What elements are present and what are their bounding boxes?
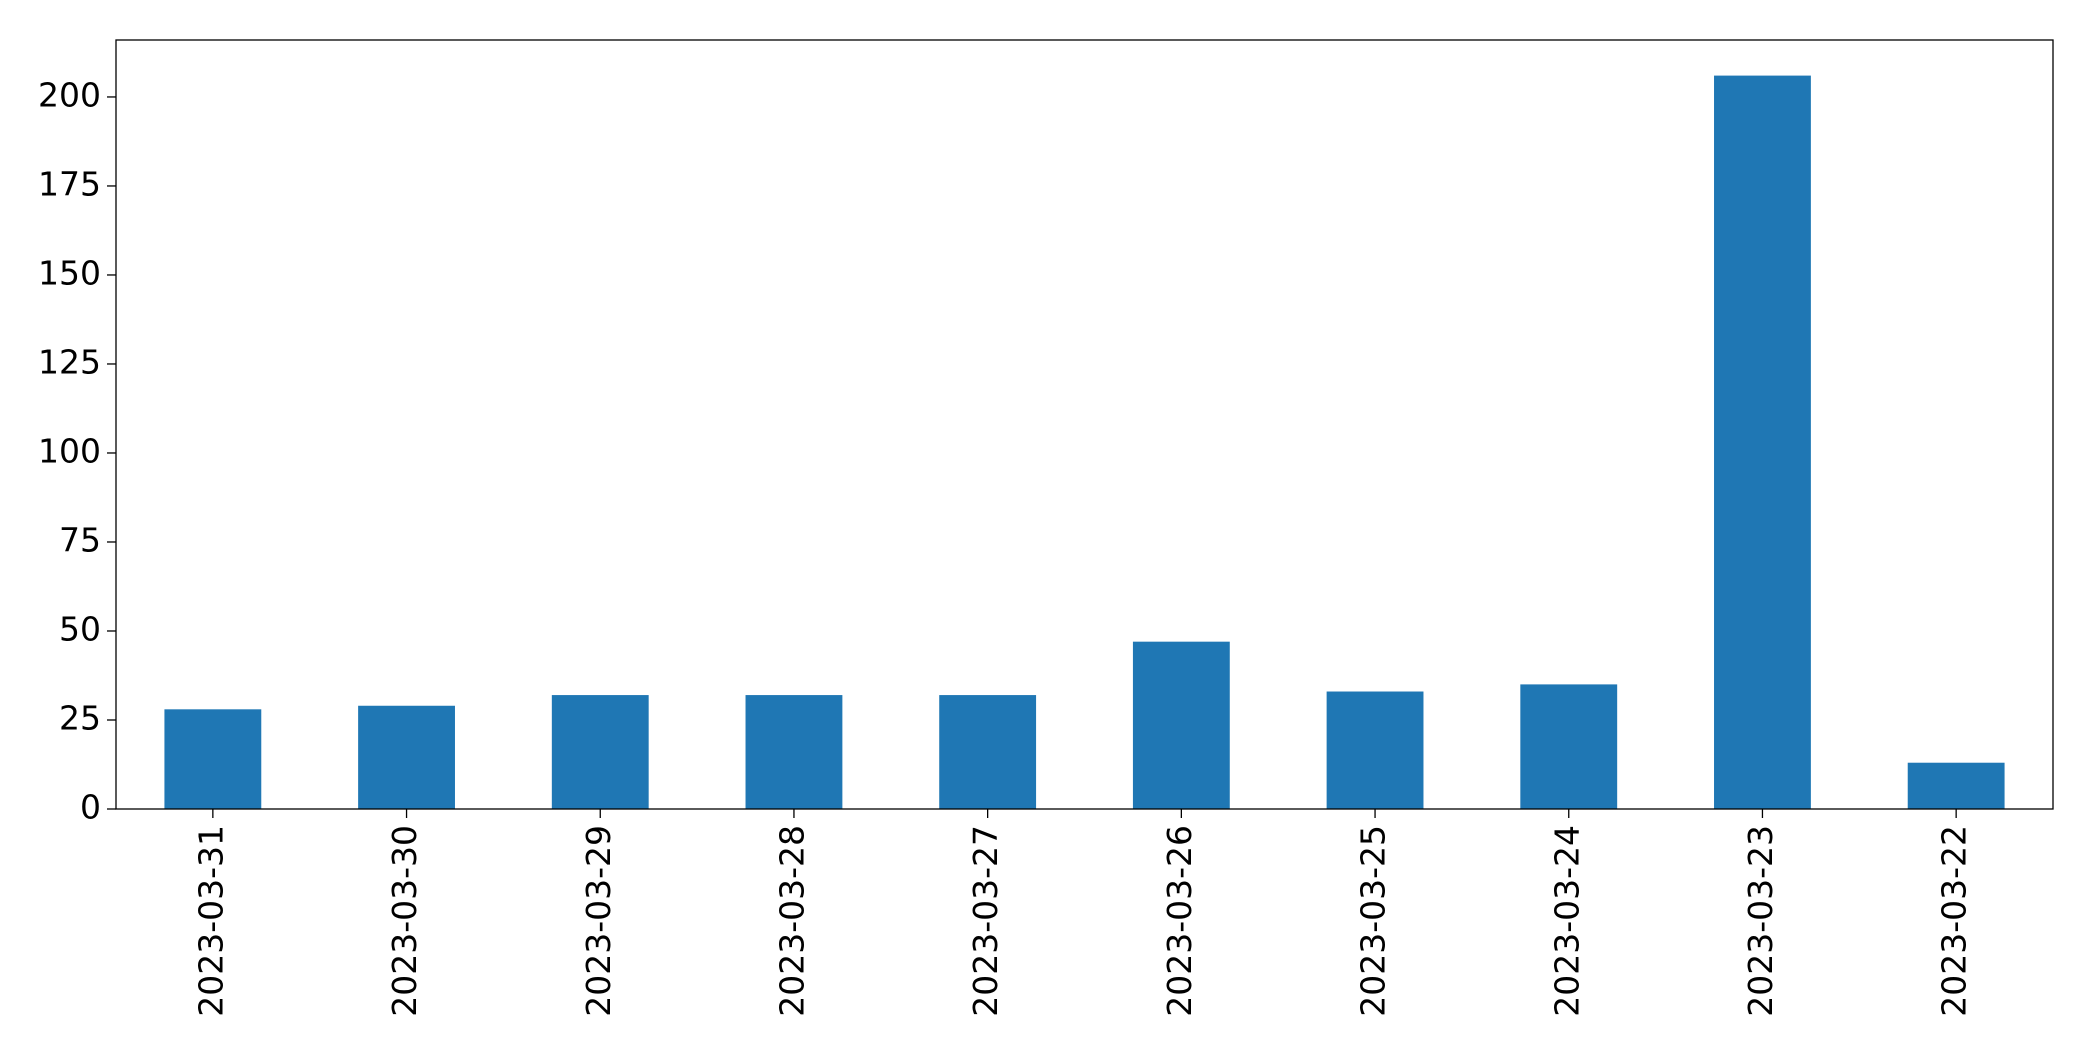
x-tick-label: 2023-03-23 xyxy=(1741,825,1780,1017)
bar xyxy=(358,705,455,809)
x-tick-label: 2023-03-28 xyxy=(772,825,811,1017)
bar xyxy=(1520,684,1618,809)
bar xyxy=(1326,691,1424,809)
x-tick-label: 2023-03-24 xyxy=(1547,825,1586,1017)
x-tick-label: 2023-03-25 xyxy=(1354,825,1393,1017)
y-tick-label: 75 xyxy=(59,520,101,559)
x-tick-label: 2023-03-26 xyxy=(1160,825,1199,1017)
y-tick-label: 175 xyxy=(38,164,101,203)
y-tick-label: 200 xyxy=(38,75,101,114)
x-tick-label: 2023-03-30 xyxy=(385,825,424,1017)
y-tick-label: 0 xyxy=(80,788,101,827)
bar xyxy=(939,695,1037,809)
bar xyxy=(551,695,649,809)
y-tick-label: 25 xyxy=(59,698,101,737)
y-tick-label: 150 xyxy=(38,253,101,292)
y-tick-label: 100 xyxy=(38,431,101,470)
y-tick-label: 125 xyxy=(38,342,101,381)
y-tick-label: 50 xyxy=(59,609,101,648)
x-tick-label: 2023-03-31 xyxy=(191,825,230,1017)
bar xyxy=(745,695,843,809)
bar xyxy=(1132,641,1230,809)
bar xyxy=(1714,75,1811,809)
x-tick-label: 2023-03-22 xyxy=(1935,825,1974,1017)
plot-frame xyxy=(115,39,2054,810)
x-tick-label: 2023-03-27 xyxy=(966,825,1005,1017)
bar xyxy=(1907,762,2005,809)
bar xyxy=(164,709,262,809)
x-tick-label: 2023-03-29 xyxy=(579,825,618,1017)
